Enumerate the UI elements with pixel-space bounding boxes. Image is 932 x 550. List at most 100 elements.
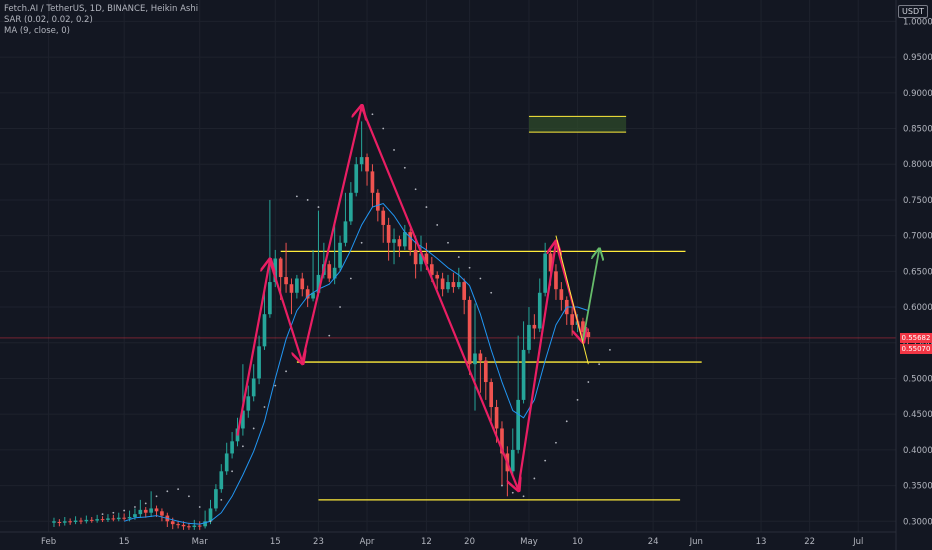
candle-body	[489, 382, 494, 408]
x-tick-label: Feb	[41, 537, 56, 547]
candle-body	[332, 267, 337, 279]
currency-button[interactable]: USDT	[898, 5, 928, 18]
x-tick-label: Mar	[192, 537, 209, 547]
x-tick-label: 13	[756, 537, 767, 547]
candle-body	[154, 508, 159, 512]
zigzag-arrow	[517, 243, 556, 490]
sar-dot	[425, 206, 428, 208]
sar-dot	[511, 491, 514, 494]
sar-dot	[328, 334, 331, 337]
candle-body	[187, 526, 191, 528]
x-tick-label: Jun	[689, 537, 703, 547]
candle-body	[586, 332, 591, 338]
candle-body	[160, 511, 164, 516]
drawings	[236, 106, 599, 490]
sar-dot	[468, 266, 471, 269]
candle-body	[440, 278, 445, 290]
sar-dot	[101, 513, 104, 516]
candle-body	[230, 441, 234, 454]
y-tick-label: 0.95000	[903, 53, 932, 63]
ma-line	[123, 202, 589, 525]
candle-body	[262, 314, 267, 347]
ma-line-group	[123, 202, 589, 525]
candle-body	[510, 449, 515, 472]
candle-body	[532, 324, 537, 329]
sar-dot	[155, 495, 158, 498]
candle-body	[181, 524, 186, 527]
zigzag-arrow	[360, 106, 519, 489]
candle-body	[456, 282, 461, 288]
sar-dot	[414, 188, 417, 191]
candle-body	[89, 519, 94, 521]
legend-title: Fetch.AI / TetherUS, 1D, BINANCE, Heikin…	[4, 4, 199, 14]
candle-body	[84, 519, 89, 522]
sar-dot	[609, 349, 611, 351]
candle-body	[284, 277, 288, 285]
candle-body	[251, 378, 256, 397]
zigzag-arrow	[236, 261, 269, 436]
sar-dot	[501, 484, 503, 487]
sar-dot	[447, 241, 449, 244]
projection-arrow	[582, 250, 599, 341]
candle-body	[419, 253, 423, 265]
candle-body	[295, 278, 299, 293]
x-tick-label: 15	[270, 537, 281, 547]
x-axis: Feb 15 Mar 15 23 Apr 12 20 May 10 24 Jun 13 22 Jul	[0, 531, 896, 547]
y-tick-label: 1.00000	[903, 17, 932, 27]
candle-body	[62, 521, 67, 523]
last-price-tag: 0.55682	[900, 332, 932, 343]
candle-body	[500, 428, 504, 454]
candle-body	[527, 324, 531, 350]
candle-body	[316, 274, 321, 293]
x-tick-label: 10	[572, 537, 583, 547]
candle-body	[548, 253, 553, 272]
candle-body	[224, 453, 229, 472]
candle-body	[192, 525, 197, 528]
candle-body	[57, 522, 62, 524]
sar-dot	[457, 256, 460, 258]
candle-body	[268, 282, 272, 315]
target-zone	[528, 115, 627, 133]
candle-body	[392, 239, 396, 243]
candle-body	[537, 292, 542, 329]
candle-body	[100, 519, 105, 521]
candle-body	[462, 282, 467, 300]
candle-body	[435, 274, 440, 279]
sar-dot	[317, 206, 320, 208]
candle-body	[424, 253, 429, 265]
candle-body	[289, 284, 294, 293]
candle-body	[208, 508, 213, 522]
candle-body	[397, 239, 402, 247]
candle-body	[521, 349, 526, 400]
candle-body	[483, 360, 488, 383]
legend-sar: SAR (0.02, 0.02, 0.2)	[4, 15, 93, 25]
candle-body	[149, 508, 153, 513]
sar-dot	[576, 398, 579, 401]
candle-body	[257, 346, 261, 379]
candle-body	[451, 282, 456, 288]
chart-grid	[0, 0, 896, 532]
candle-body	[214, 489, 218, 509]
sar-dot	[263, 406, 266, 408]
candle-body	[219, 471, 224, 490]
sar-dot	[522, 495, 525, 498]
sar-dot	[112, 511, 115, 514]
candle-body	[305, 289, 310, 299]
candle-body	[278, 258, 283, 278]
prev-price-tag: 0.55070	[900, 343, 932, 354]
sar-dot	[544, 459, 547, 462]
candle-body	[581, 321, 585, 333]
sar-dot	[393, 149, 395, 151]
candle-body	[386, 224, 391, 243]
candle-body	[116, 517, 121, 520]
sar-dot	[209, 520, 212, 523]
candle-body	[408, 232, 413, 250]
